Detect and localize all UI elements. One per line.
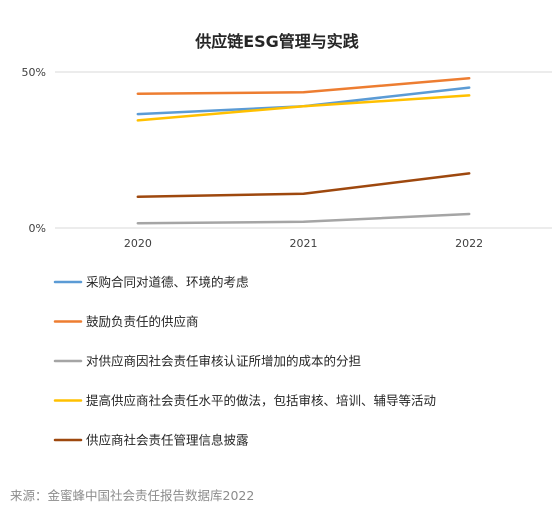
- x-tick-labels: 2020 2021 2022: [124, 237, 483, 250]
- legend-label-3: 对供应商因社会责任审核认证所增加的成本的分担: [86, 354, 361, 369]
- series-line-2: [136, 76, 471, 96]
- legend-label-4: 提高供应商社会责任水平的做法，包括审核、培训、辅导等活动: [86, 393, 436, 408]
- source-note: 来源：金蜜蜂中国社会责任报告数据库2022: [10, 488, 254, 503]
- x-tick-label-2020: 2020: [124, 237, 152, 250]
- y-tick-label-bottom: 0%: [29, 222, 46, 235]
- series-lines: [136, 76, 471, 225]
- legend-label-5: 供应商社会责任管理信息披露: [86, 433, 249, 448]
- series-line-5: [136, 172, 471, 199]
- x-tick-label-2022: 2022: [455, 237, 483, 250]
- series-line-4: [136, 94, 471, 122]
- chart-title: 供应链ESG管理与实践: [194, 32, 359, 51]
- series-line-3: [136, 212, 471, 225]
- y-tick-label-top: 50%: [22, 66, 46, 79]
- legend-label-1: 采购合同对道德、环境的考虑: [86, 275, 249, 290]
- x-tick-label-2021: 2021: [290, 237, 318, 250]
- legend: 采购合同对道德、环境的考虑鼓励负责任的供应商对供应商因社会责任审核认证所增加的成…: [53, 275, 436, 448]
- legend-label-2: 鼓励负责任的供应商: [86, 314, 199, 329]
